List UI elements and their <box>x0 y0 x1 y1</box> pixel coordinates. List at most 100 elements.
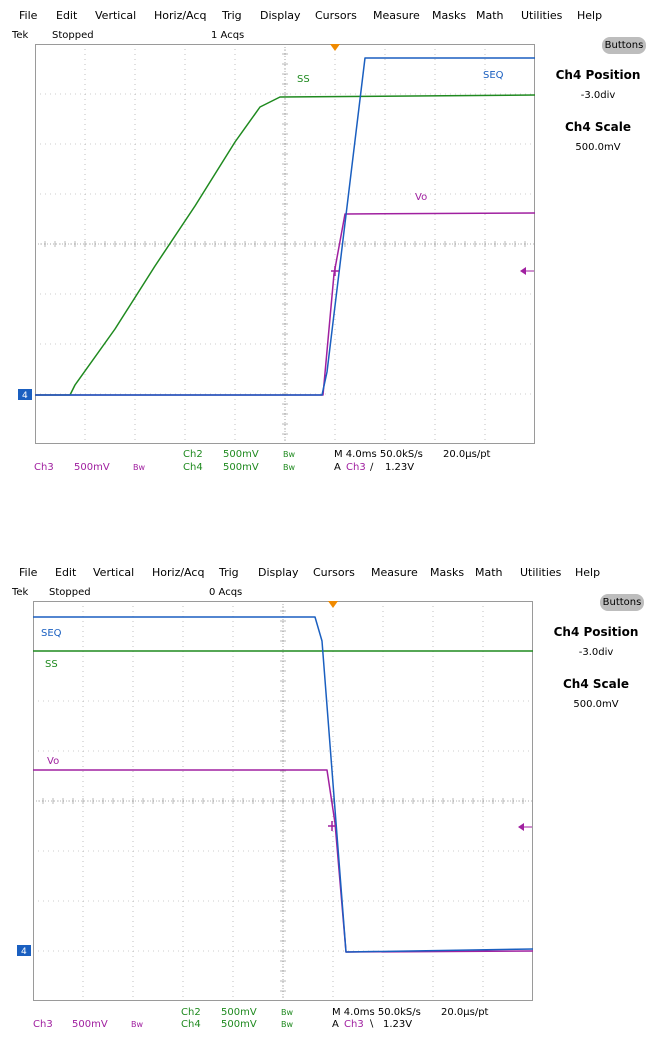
ss-label: SS <box>45 659 58 670</box>
menu-horiz-acq[interactable]: Horiz/Acq <box>154 9 207 22</box>
sample-interval-readout: 20.0µs/pt <box>441 1007 489 1018</box>
buttons-toggle-button[interactable]: Buttons <box>602 37 646 54</box>
menu-vertical[interactable]: Vertical <box>93 566 135 579</box>
ch3-scale: 500mV <box>74 462 110 473</box>
waveform-display[interactable]: SEQ SS Vo <box>35 44 535 444</box>
menu-help[interactable]: Help <box>577 9 603 22</box>
ch2-scale: 500mV <box>223 449 259 460</box>
position-value: -3.0div <box>578 647 614 658</box>
ch4-name: Ch4 <box>181 1019 201 1030</box>
ch4-scale: 500mV <box>221 1019 257 1030</box>
seq-trace <box>33 616 533 953</box>
brand-label: Tek <box>12 30 29 41</box>
ch3-scale: 500mV <box>72 1019 108 1030</box>
menu-file[interactable]: File <box>19 9 38 22</box>
menu-cursors[interactable]: Cursors <box>313 566 355 579</box>
acq-state: Stopped <box>49 587 91 598</box>
trigger-channel: Ch3 <box>344 1019 364 1030</box>
ch3-name: Ch3 <box>33 1019 53 1030</box>
ch4-name: Ch4 <box>183 462 203 473</box>
trigger-level: 1.23V <box>383 1019 413 1030</box>
trigger-slope-falling-icon: ∖ <box>368 1019 375 1030</box>
svg-text:4: 4 <box>21 947 27 957</box>
menu-masks[interactable]: Masks <box>430 566 465 579</box>
menu-math[interactable]: Math <box>476 9 504 22</box>
menu-help[interactable]: Help <box>575 566 601 579</box>
status-row: Tek Stopped 1 Acqs <box>0 30 646 44</box>
waveform-display[interactable]: SEQ SS Vo <box>33 601 533 1001</box>
status-row: Tek Stopped 0 Acqs <box>0 587 646 601</box>
trigger-point-marker-icon <box>328 821 336 831</box>
trigger-level-icon[interactable] <box>520 266 534 276</box>
ch2-name: Ch2 <box>183 449 203 460</box>
trigger-point-marker-icon <box>331 266 339 276</box>
sample-interval-readout: 20.0µs/pt <box>443 449 491 460</box>
trigger-position-icon[interactable] <box>329 44 341 52</box>
scale-title: Ch4 Scale <box>563 677 629 691</box>
menu-file[interactable]: File <box>19 566 38 579</box>
seq-label: SEQ <box>483 70 504 81</box>
ch4-scale: 500mV <box>223 462 259 473</box>
trigger-mode: A <box>332 1019 339 1030</box>
ch4-ground-marker-icon[interactable]: 4 <box>18 389 34 401</box>
menu-masks[interactable]: Masks <box>432 9 467 22</box>
graticule <box>33 601 533 1001</box>
trigger-slope-rising-icon: ∕ <box>370 462 374 473</box>
vo-label: Vo <box>415 192 428 203</box>
menu-vertical[interactable]: Vertical <box>95 9 137 22</box>
ch2-bw-icon: Bw <box>281 1008 294 1017</box>
menu-bar: File Edit Vertical Horiz/Acq Trig Displa… <box>0 0 646 30</box>
ss-trace <box>35 94 535 396</box>
menu-measure[interactable]: Measure <box>373 9 420 22</box>
menu-cursors[interactable]: Cursors <box>315 9 357 22</box>
menu-horiz-acq[interactable]: Horiz/Acq <box>152 566 205 579</box>
ch2-name: Ch2 <box>181 1007 201 1018</box>
seq-label: SEQ <box>41 628 62 639</box>
vo-label: Vo <box>47 756 60 767</box>
acq-count: 1 Acqs <box>211 30 245 41</box>
waveform-canvas <box>33 601 533 1001</box>
graticule <box>35 44 535 444</box>
trigger-level-icon[interactable] <box>518 822 532 832</box>
timebase-readout: M 4.0ms 50.0kS/s <box>334 449 423 460</box>
buttons-toggle-button[interactable]: Buttons <box>600 594 644 611</box>
trigger-channel: Ch3 <box>346 462 366 473</box>
ch3-name: Ch3 <box>34 462 54 473</box>
menu-edit[interactable]: Edit <box>55 566 77 579</box>
menu-trig[interactable]: Trig <box>219 566 239 579</box>
menu-measure[interactable]: Measure <box>371 566 418 579</box>
scope-window-power-up: File Edit Vertical Horiz/Acq Trig Displa… <box>0 0 646 480</box>
ch3-bw-icon: Bw <box>133 463 146 472</box>
trigger-position-icon[interactable] <box>327 601 339 609</box>
waveform-canvas <box>35 44 535 444</box>
acq-count: 0 Acqs <box>209 587 243 598</box>
ss-label: SS <box>297 74 310 85</box>
ch4-bw-icon: Bw <box>283 463 296 472</box>
position-title: Ch4 Position <box>553 625 639 639</box>
scale-value: 500.0mV <box>575 142 621 153</box>
trigger-mode: A <box>334 462 341 473</box>
scope-window-power-down: File Edit Vertical Horiz/Acq Trig Displa… <box>0 557 646 1037</box>
menu-utilities[interactable]: Utilities <box>521 9 563 22</box>
menu-trig[interactable]: Trig <box>222 9 242 22</box>
ch4-bw-icon: Bw <box>281 1020 294 1029</box>
ch4-ground-marker-icon[interactable]: 4 <box>17 945 33 957</box>
scale-title: Ch4 Scale <box>565 120 631 134</box>
position-value: -3.0div <box>580 90 616 101</box>
scale-value: 500.0mV <box>573 699 619 710</box>
ch2-scale: 500mV <box>221 1007 257 1018</box>
menu-utilities[interactable]: Utilities <box>520 566 562 579</box>
svg-text:4: 4 <box>22 391 28 401</box>
position-title: Ch4 Position <box>555 68 641 82</box>
menu-display[interactable]: Display <box>260 9 301 22</box>
timebase-readout: M 4.0ms 50.0kS/s <box>332 1007 421 1018</box>
seq-trace <box>35 57 535 396</box>
ch3-bw-icon: Bw <box>131 1020 144 1029</box>
menu-math[interactable]: Math <box>475 566 503 579</box>
menu-edit[interactable]: Edit <box>56 9 78 22</box>
trigger-level: 1.23V <box>385 462 415 473</box>
brand-label: Tek <box>12 587 29 598</box>
menu-display[interactable]: Display <box>258 566 299 579</box>
acq-state: Stopped <box>52 30 94 41</box>
menu-bar: File Edit Vertical Horiz/Acq Trig Displa… <box>0 557 646 587</box>
